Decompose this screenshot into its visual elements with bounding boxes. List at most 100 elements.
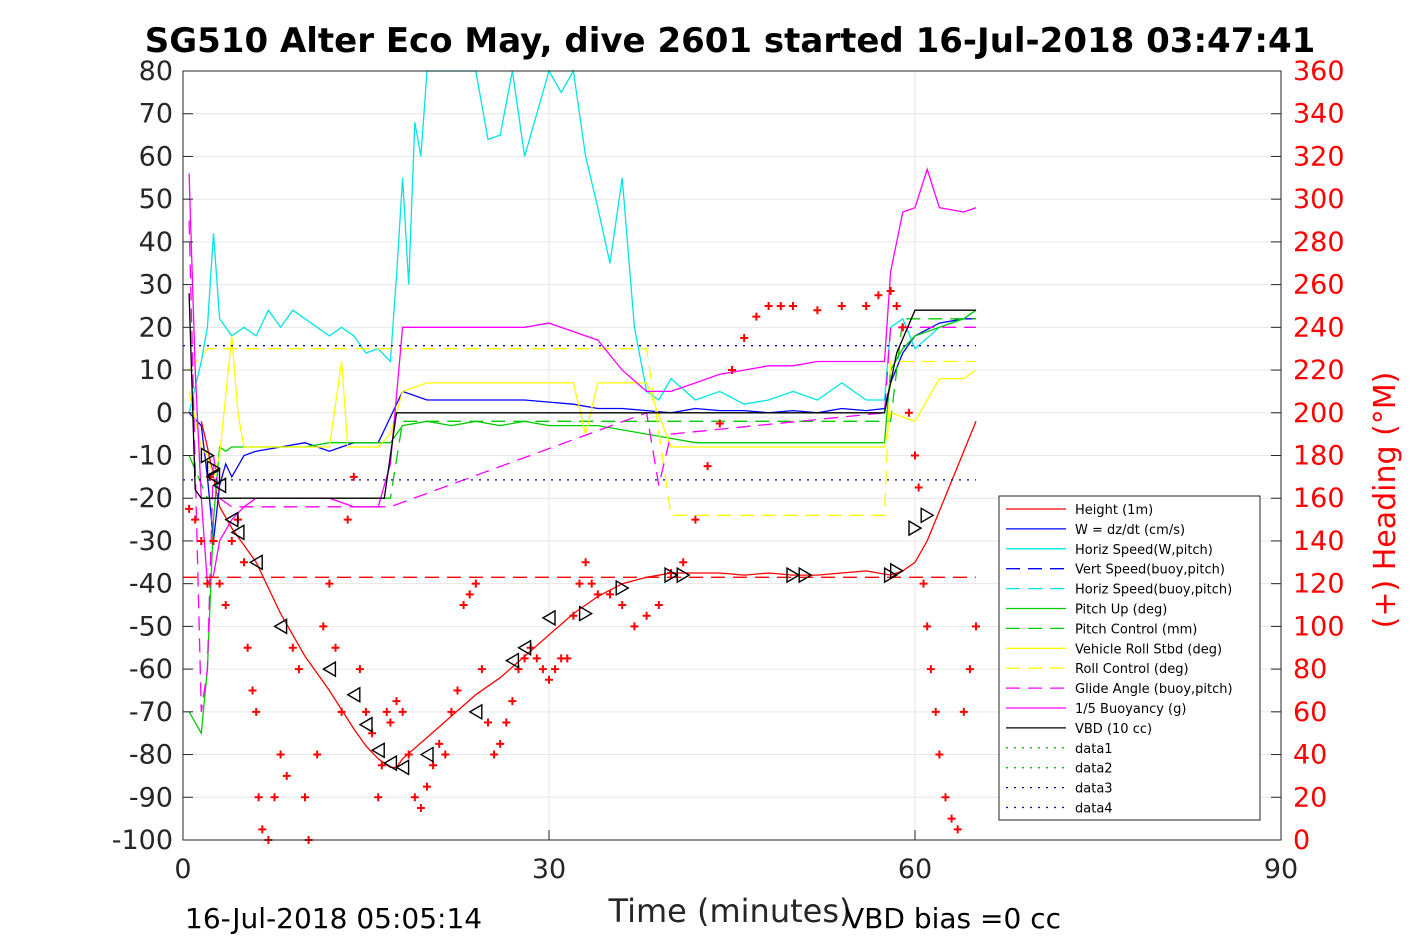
triangle-marker-left [505,652,520,669]
heading-point [447,707,456,716]
y-right-tick-label: 100 [1293,611,1345,642]
heading-point [892,301,901,310]
legend-label: data4 [1075,802,1113,817]
heading-point [343,515,352,524]
heading-point [837,301,846,310]
heading-point [209,536,218,545]
heading-point [185,504,194,513]
y-tick-label: 40 [139,227,173,258]
triangle-marker-left [346,686,361,703]
legend-label: Height (1m) [1075,503,1153,518]
x-tick-label: 60 [898,854,932,885]
y-right-tick-label: 280 [1293,227,1345,258]
heading-point [221,601,230,610]
heading-point [789,301,797,310]
heading-point [453,686,462,695]
heading-point [776,301,785,310]
heading-point [294,665,303,674]
series-line-1-5-buoyancy-g [188,167,977,586]
y-tick-label: 70 [139,99,173,130]
heading-point [416,803,425,812]
triangle-markers [200,447,935,776]
heading-point [410,793,419,802]
heading-point [575,579,584,588]
right-axis: 3603403203002802602402202001801601401201… [1271,56,1345,856]
heading-point [545,675,553,684]
legend-label: 1/5 Buoyancy (g) [1075,702,1186,717]
triangle-marker-left [230,524,245,541]
heading-point [703,462,712,471]
y-right-tick-label: 60 [1293,697,1327,728]
heading-point [914,483,923,492]
series-line-vbd-10-cc [188,293,976,499]
y-tick-label: -60 [129,654,173,685]
heading-point [423,782,431,791]
heading-point [904,408,913,417]
legend-label: data1 [1075,742,1113,757]
y-tick-label: -20 [129,483,173,514]
y-tick-label: -10 [129,441,173,472]
footer-vbd-bias: VBD bias =0 cc [845,902,1061,935]
y-tick-label: -90 [129,782,173,813]
heading-point [252,707,261,716]
heading-point [337,707,346,716]
x-tick-label: 30 [532,854,566,885]
triangle-marker-right [200,447,215,464]
x-axis-label: Time (minutes) [608,892,852,930]
heading-point [355,665,364,674]
heading-point [813,306,822,315]
heading-point [435,739,444,748]
y-right-tick-label: 20 [1293,782,1327,813]
heading-point [919,579,928,588]
heading-point [508,697,517,706]
legend-label: Vert Speed(buoy,pitch) [1075,563,1225,578]
series-line-glide-angle-buoy-pitch [188,220,976,712]
heading-point [886,287,895,296]
heading-point [618,601,627,610]
heading-point [477,665,486,674]
heading-point [441,750,450,759]
y-tick-label: 60 [139,141,173,172]
heading-point [953,825,962,834]
triangle-marker-left [248,554,263,571]
triangle-marker-left [468,703,483,721]
heading-point [935,750,944,759]
heading-point [679,558,688,567]
heading-point [569,611,578,620]
heading-point [362,707,370,716]
heading-point [965,665,974,674]
heading-point [382,707,391,716]
y-right-tick-label: 40 [1293,740,1327,771]
heading-point [593,590,602,599]
series-line-vehicle-roll-stbd-deg [188,335,977,480]
heading-point [959,707,968,716]
triangle-marker-left [273,618,288,635]
triangle-marker-right [615,579,630,597]
triangle-marker-left [370,742,385,759]
heading-point [911,451,919,460]
heading-point [465,590,474,599]
heading-point [243,643,252,652]
heading-point [947,814,956,823]
heading-point [931,707,940,716]
heading-point [728,366,736,375]
y-tick-label: -50 [129,611,173,642]
legend-label: VBD (10 cc) [1075,722,1152,737]
y-right-tick-label: 80 [1293,654,1327,685]
heading-point [691,515,700,524]
chart-title: SG510 Alter Eco May, dive 2601 started 1… [145,21,1316,61]
heading-point [282,771,291,780]
triangle-marker-left [541,609,556,627]
heading-point [898,323,907,332]
triangle-marker-left [206,468,221,486]
heading-point [563,654,572,663]
legend-label: Glide Angle (buoy,pitch) [1075,682,1233,697]
heading-point [532,654,541,663]
series-line-w-dz-dt-cm-s [188,318,976,541]
heading-point [862,301,871,310]
triangle-marker-left [517,639,532,656]
heading-point [377,761,386,770]
y-right-tick-label: 320 [1293,141,1345,172]
legend-label: Vehicle Roll Stbd (deg) [1075,642,1222,657]
